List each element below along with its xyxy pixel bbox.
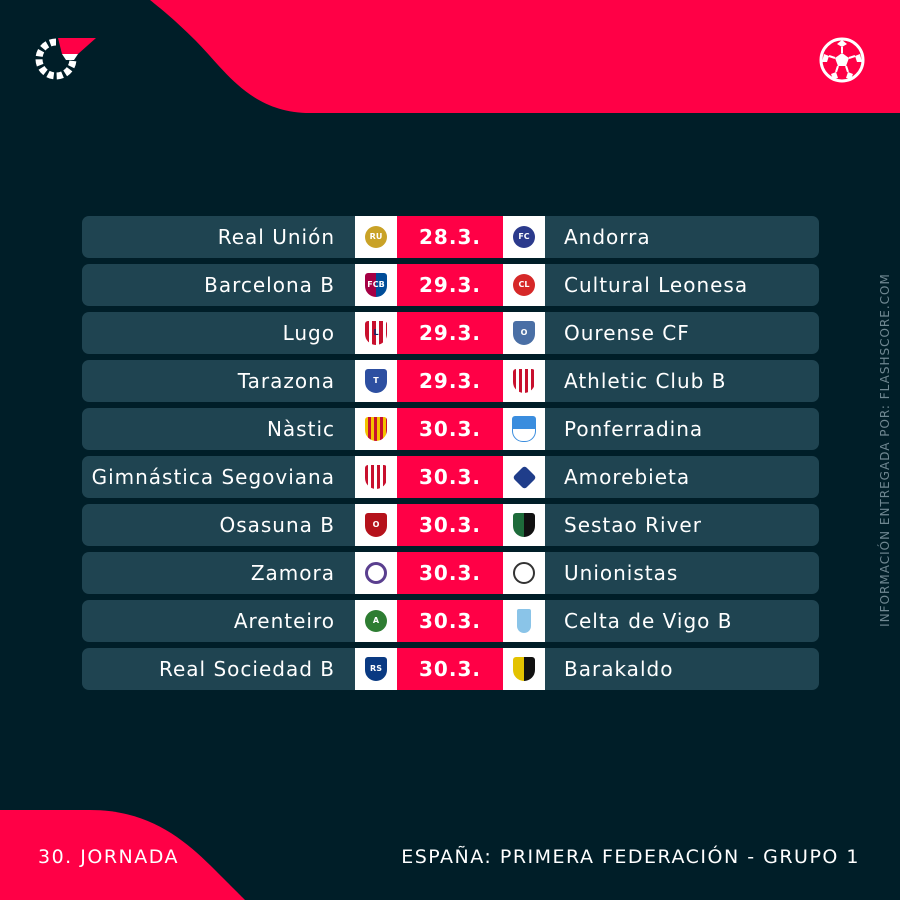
ponferradina-crest-icon [512,416,536,442]
home-team: Nàstic [82,408,355,450]
match-date: 29.3. [397,264,503,306]
celta-vigo-crest-icon [517,609,531,633]
home-crest [355,456,397,498]
home-team: Gimnástica Segoviana [82,456,355,498]
away-crest [503,456,545,498]
fixture-row[interactable]: Real Unión RU 28.3. FC Andorra [82,216,819,258]
football-ball-icon [819,37,865,83]
home-crest: RS [355,648,397,690]
fixture-row[interactable]: Real Sociedad B RS 30.3. Barakaldo [82,648,819,690]
match-date: 30.3. [397,408,503,450]
match-date: 30.3. [397,600,503,642]
home-crest: L [355,312,397,354]
barcelona-crest-icon: FCB [365,273,387,297]
ourense-crest-icon: O [513,321,535,345]
home-crest: O [355,504,397,546]
away-team: Andorra [545,216,819,258]
fixture-row[interactable]: Zamora 30.3. Unionistas [82,552,819,594]
home-crest: A [355,600,397,642]
top-accent-shape [150,0,900,113]
match-date: 29.3. [397,360,503,402]
real-union-crest-icon: RU [365,226,387,248]
cultural-leonesa-crest-icon: CL [513,274,535,296]
away-team: Barakaldo [545,648,819,690]
fixture-row[interactable]: Arenteiro A 30.3. Celta de Vigo B [82,600,819,642]
home-team: Real Unión [82,216,355,258]
away-crest [503,408,545,450]
home-team: Osasuna B [82,504,355,546]
round-label: 30. JORNADA [38,846,180,868]
away-crest: CL [503,264,545,306]
fixture-row[interactable]: Lugo L 29.3. O Ourense CF [82,312,819,354]
real-sociedad-crest-icon: RS [365,657,387,681]
away-team: Ponferradina [545,408,819,450]
home-team: Tarazona [82,360,355,402]
home-team: Barcelona B [82,264,355,306]
match-date: 28.3. [397,216,503,258]
fixture-row[interactable]: Osasuna B O 30.3. Sestao River [82,504,819,546]
away-team: Unionistas [545,552,819,594]
away-team: Celta de Vigo B [545,600,819,642]
gimnastica-segoviana-crest-icon [365,465,387,489]
fixture-row[interactable]: Barcelona B FCB 29.3. CL Cultural Leones… [82,264,819,306]
away-crest [503,600,545,642]
match-date: 30.3. [397,552,503,594]
home-crest [355,552,397,594]
away-crest: FC [503,216,545,258]
match-date: 30.3. [397,504,503,546]
fixtures-list: Real Unión RU 28.3. FC Andorra Barcelona… [82,216,819,696]
away-crest [503,552,545,594]
osasuna-crest-icon: O [365,513,387,537]
arenteiro-crest-icon: A [365,610,387,632]
tarazona-crest-icon: T [365,369,387,393]
away-team: Sestao River [545,504,819,546]
andorra-crest-icon: FC [513,226,535,248]
unionistas-crest-icon [513,562,535,584]
away-crest [503,648,545,690]
sestao-river-crest-icon [513,513,535,537]
home-crest: RU [355,216,397,258]
home-crest: T [355,360,397,402]
competition-label: ESPAÑA: PRIMERA FEDERACIÓN - GRUPO 1 [401,846,860,868]
fixture-row[interactable]: Gimnástica Segoviana 30.3. Amorebieta [82,456,819,498]
home-team: Arenteiro [82,600,355,642]
nastic-crest-icon [365,417,387,441]
away-crest [503,504,545,546]
match-date: 30.3. [397,456,503,498]
match-date: 29.3. [397,312,503,354]
home-team: Zamora [82,552,355,594]
away-team: Athletic Club B [545,360,819,402]
away-crest: O [503,312,545,354]
home-team: Lugo [82,312,355,354]
zamora-crest-icon [365,562,387,584]
amorebieta-crest-icon [511,464,537,490]
barakaldo-crest-icon [513,657,535,681]
fixture-row[interactable]: Tarazona T 29.3. Athletic Club B [82,360,819,402]
away-team: Cultural Leonesa [545,264,819,306]
data-credit: INFORMACIÓN ENTREGADA POR: FLASHSCORE.CO… [878,273,892,627]
home-team: Real Sociedad B [82,648,355,690]
home-crest [355,408,397,450]
fixture-row[interactable]: Nàstic 30.3. Ponferradina [82,408,819,450]
away-team: Amorebieta [545,456,819,498]
flashscore-logo-icon [35,38,96,80]
match-date: 30.3. [397,648,503,690]
away-team: Ourense CF [545,312,819,354]
away-crest [503,360,545,402]
athletic-club-crest-icon [513,369,535,393]
home-crest: FCB [355,264,397,306]
lugo-crest-icon: L [365,321,387,345]
bottom-accent-shape [0,810,245,900]
